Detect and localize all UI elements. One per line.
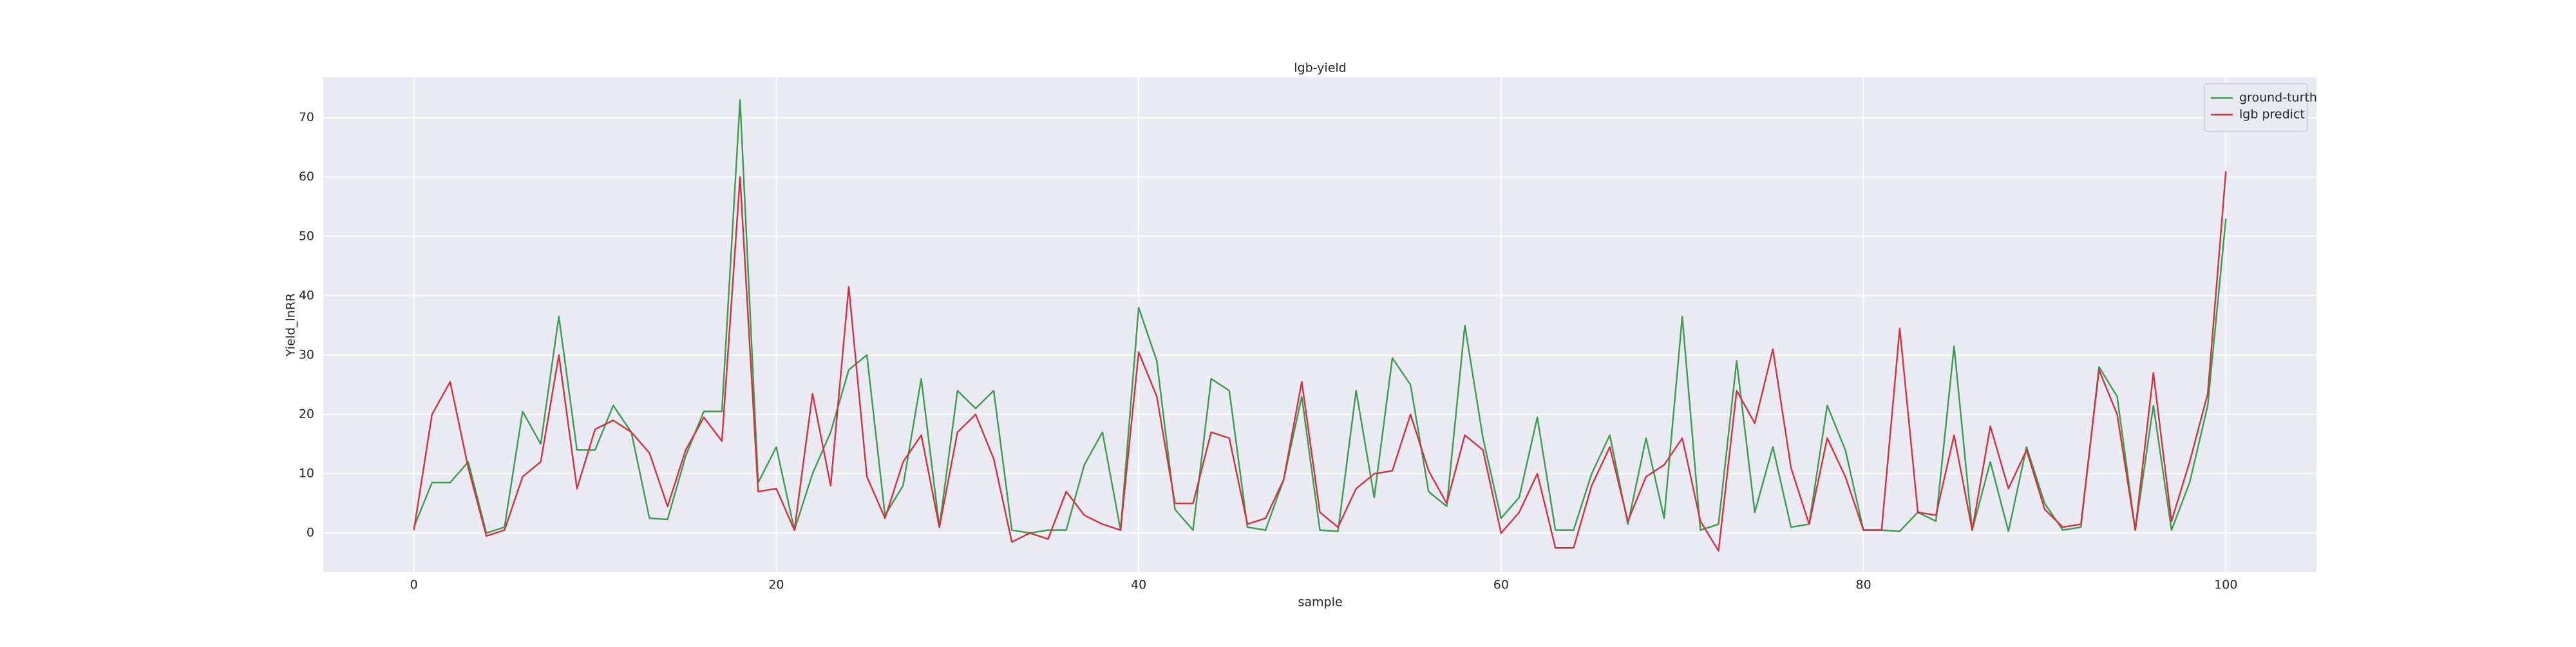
y-tick-label: 70 <box>299 110 314 124</box>
y-tick-label: 50 <box>299 229 314 243</box>
x-tick-label: 0 <box>410 578 418 592</box>
y-axis-label: Yield_lnRR <box>284 293 298 357</box>
y-tick-label: 10 <box>299 467 314 481</box>
x-tick-label: 80 <box>1855 578 1871 592</box>
x-tick-label: 100 <box>2214 578 2237 592</box>
y-tick-label: 20 <box>299 407 314 421</box>
series-line <box>413 99 2227 534</box>
legend-label: ground-turth <box>2239 91 2317 105</box>
y-tick-label: 0 <box>307 526 314 540</box>
x-tick-label: 40 <box>1131 578 1146 592</box>
series-line <box>413 171 2227 552</box>
y-tick-label: 40 <box>299 288 314 302</box>
legend-label: lgb predict <box>2239 108 2305 122</box>
chart-title: lgb-yield <box>1294 61 1346 75</box>
y-tick-label: 60 <box>299 169 314 184</box>
plot-area <box>323 77 2316 572</box>
legend-box <box>2204 83 2308 132</box>
x-tick-label: 20 <box>768 578 784 592</box>
x-tick-label: 60 <box>1493 578 1509 592</box>
x-axis-label: sample <box>1298 595 1342 610</box>
grid <box>323 77 2316 572</box>
y-tick-label: 30 <box>299 347 314 362</box>
